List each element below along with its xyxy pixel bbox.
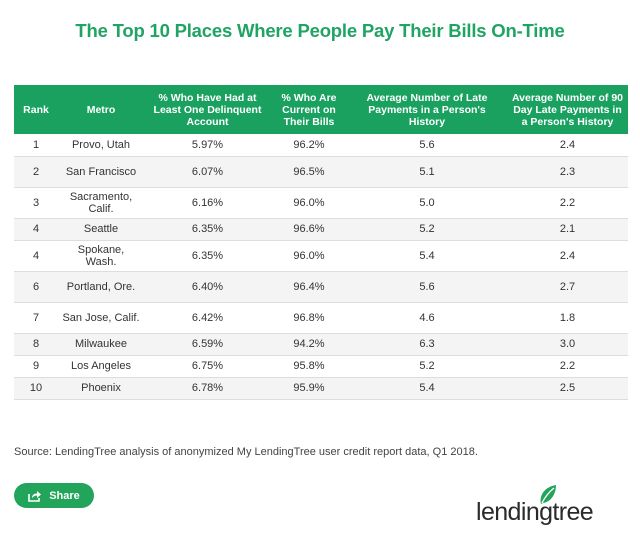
cell-rank: 6	[14, 271, 58, 303]
cell-delinquent: 6.35%	[144, 240, 271, 272]
cell-delinquent: 6.07%	[144, 156, 271, 188]
table-row: 4 Spokane, Wash. 6.35% 96.0% 5.4 2.4	[14, 240, 628, 272]
table-row: 9 Los Angeles 6.75% 95.8% 5.2 2.2	[14, 355, 628, 378]
cell-late90: 1.8	[507, 302, 628, 334]
table-row: 1 Provo, Utah 5.97% 96.2% 5.6 2.4	[14, 134, 628, 157]
cell-delinquent: 5.97%	[144, 134, 271, 157]
table-body: 1 Provo, Utah 5.97% 96.2% 5.6 2.4 2 San …	[14, 134, 628, 400]
cell-late: 5.6	[347, 271, 507, 303]
cell-late90: 3.0	[507, 333, 628, 356]
cell-late: 5.2	[347, 355, 507, 378]
cell-current: 96.2%	[271, 134, 347, 157]
cell-late: 5.2	[347, 218, 507, 241]
table-row: 7 San Jose, Calif. 6.42% 96.8% 4.6 1.8	[14, 302, 628, 334]
table-row: 6 Portland, Ore. 6.40% 96.4% 5.6 2.7	[14, 271, 628, 303]
cell-rank: 7	[14, 302, 58, 334]
cell-metro: San Jose, Calif.	[58, 302, 144, 334]
cell-metro: Seattle	[58, 218, 144, 241]
cell-metro: Phoenix	[58, 377, 144, 400]
table-row: 10 Phoenix 6.78% 95.9% 5.4 2.5	[14, 377, 628, 400]
cell-rank: 4	[14, 218, 58, 241]
cell-metro: Portland, Ore.	[58, 271, 144, 303]
header-late-payments: Average Number of Late Payments in a Per…	[347, 85, 507, 134]
cell-current: 96.5%	[271, 156, 347, 188]
cell-delinquent: 6.78%	[144, 377, 271, 400]
cell-late: 5.1	[347, 156, 507, 188]
header-rank: Rank	[14, 85, 58, 134]
cell-late90: 2.3	[507, 156, 628, 188]
table-row: 4 Seattle 6.35% 96.6% 5.2 2.1	[14, 218, 628, 241]
cell-current: 96.4%	[271, 271, 347, 303]
cell-late: 6.3	[347, 333, 507, 356]
cell-late90: 2.2	[507, 187, 628, 219]
cell-metro: Los Angeles	[58, 355, 144, 378]
cell-late90: 2.1	[507, 218, 628, 241]
cell-rank: 10	[14, 377, 58, 400]
cell-rank: 9	[14, 355, 58, 378]
source-note: Source: LendingTree analysis of anonymiz…	[14, 446, 478, 458]
cell-rank: 3	[14, 187, 58, 219]
cell-current: 96.0%	[271, 187, 347, 219]
cell-metro: Spokane, Wash.	[58, 240, 144, 272]
cell-late: 5.4	[347, 377, 507, 400]
lendingtree-logo[interactable]: lendingtree	[476, 484, 626, 529]
cell-rank: 8	[14, 333, 58, 356]
header-90-day-late-payments: Average Number of 90 Day Late Payments i…	[507, 85, 628, 134]
cell-metro: Milwaukee	[58, 333, 144, 356]
share-icon	[28, 490, 42, 502]
cell-delinquent: 6.75%	[144, 355, 271, 378]
table-row: 3 Sacramento, Calif. 6.16% 96.0% 5.0 2.2	[14, 187, 628, 219]
table-header-row: Rank Metro % Who Have Had at Least One D…	[14, 85, 628, 134]
cell-delinquent: 6.16%	[144, 187, 271, 219]
table-header: Rank Metro % Who Have Had at Least One D…	[14, 85, 628, 134]
cell-rank: 4	[14, 240, 58, 272]
cell-late90: 2.4	[507, 134, 628, 157]
header-metro: Metro	[58, 85, 144, 134]
cell-metro: Sacramento, Calif.	[58, 187, 144, 219]
cell-late90: 2.7	[507, 271, 628, 303]
cell-current: 96.0%	[271, 240, 347, 272]
cell-late: 5.6	[347, 134, 507, 157]
cell-current: 95.8%	[271, 355, 347, 378]
cell-delinquent: 6.35%	[144, 218, 271, 241]
cell-late90: 2.2	[507, 355, 628, 378]
page-title: The Top 10 Places Where People Pay Their…	[75, 20, 565, 41]
rankings-table-container: Rank Metro % Who Have Had at Least One D…	[14, 85, 628, 400]
cell-late90: 2.4	[507, 240, 628, 272]
cell-late: 4.6	[347, 302, 507, 334]
cell-delinquent: 6.40%	[144, 271, 271, 303]
share-button[interactable]: Share	[14, 483, 94, 508]
cell-current: 94.2%	[271, 333, 347, 356]
cell-late: 5.0	[347, 187, 507, 219]
cell-rank: 2	[14, 156, 58, 188]
cell-current: 95.9%	[271, 377, 347, 400]
header-current: % Who Are Current on Their Bills	[271, 85, 347, 134]
rankings-table: Rank Metro % Who Have Had at Least One D…	[14, 85, 628, 400]
leaf-icon	[538, 484, 558, 511]
cell-current: 96.6%	[271, 218, 347, 241]
header-delinquent: % Who Have Had at Least One Delinquent A…	[144, 85, 271, 134]
share-label: Share	[49, 489, 80, 502]
cell-current: 96.8%	[271, 302, 347, 334]
cell-delinquent: 6.42%	[144, 302, 271, 334]
table-row: 2 San Francisco 6.07% 96.5% 5.1 2.3	[14, 156, 628, 188]
cell-rank: 1	[14, 134, 58, 157]
cell-delinquent: 6.59%	[144, 333, 271, 356]
cell-late90: 2.5	[507, 377, 628, 400]
cell-metro: Provo, Utah	[58, 134, 144, 157]
cell-metro: San Francisco	[58, 156, 144, 188]
cell-late: 5.4	[347, 240, 507, 272]
logo-wordmark: lendingtree	[476, 498, 594, 526]
table-row: 8 Milwaukee 6.59% 94.2% 6.3 3.0	[14, 333, 628, 356]
